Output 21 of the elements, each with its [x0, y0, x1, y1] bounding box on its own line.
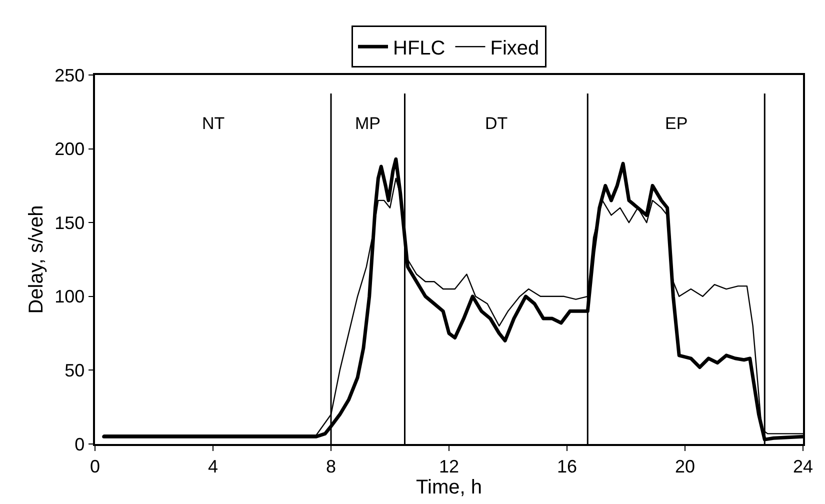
y-tick-label: 0 — [74, 434, 85, 454]
y-tick-label: 250 — [54, 65, 85, 86]
y-tick-label: 150 — [54, 212, 85, 233]
x-tick-label: 24 — [792, 456, 814, 476]
annotation: NT — [202, 114, 225, 133]
legend-label: Fixed — [490, 37, 540, 60]
annotation: EP — [665, 114, 688, 133]
x-tick-label: 0 — [90, 456, 100, 476]
x-tick-label: 20 — [674, 456, 696, 476]
annotation: DT — [485, 114, 508, 133]
x-tick-label: 16 — [556, 456, 578, 476]
y-axis-title: Delay, s/veh — [26, 205, 48, 314]
y-tick-label: 50 — [64, 360, 85, 380]
x-axis-title: Time, h — [416, 476, 482, 498]
y-tick-label: 200 — [54, 139, 85, 160]
x-tick-label: 12 — [438, 456, 460, 476]
y-tick-label: 100 — [54, 286, 85, 307]
x-tick-label: 8 — [326, 456, 336, 476]
annotation: MP — [355, 114, 380, 133]
legend-label: HFLC — [393, 37, 446, 60]
x-tick-label: 4 — [208, 456, 218, 476]
